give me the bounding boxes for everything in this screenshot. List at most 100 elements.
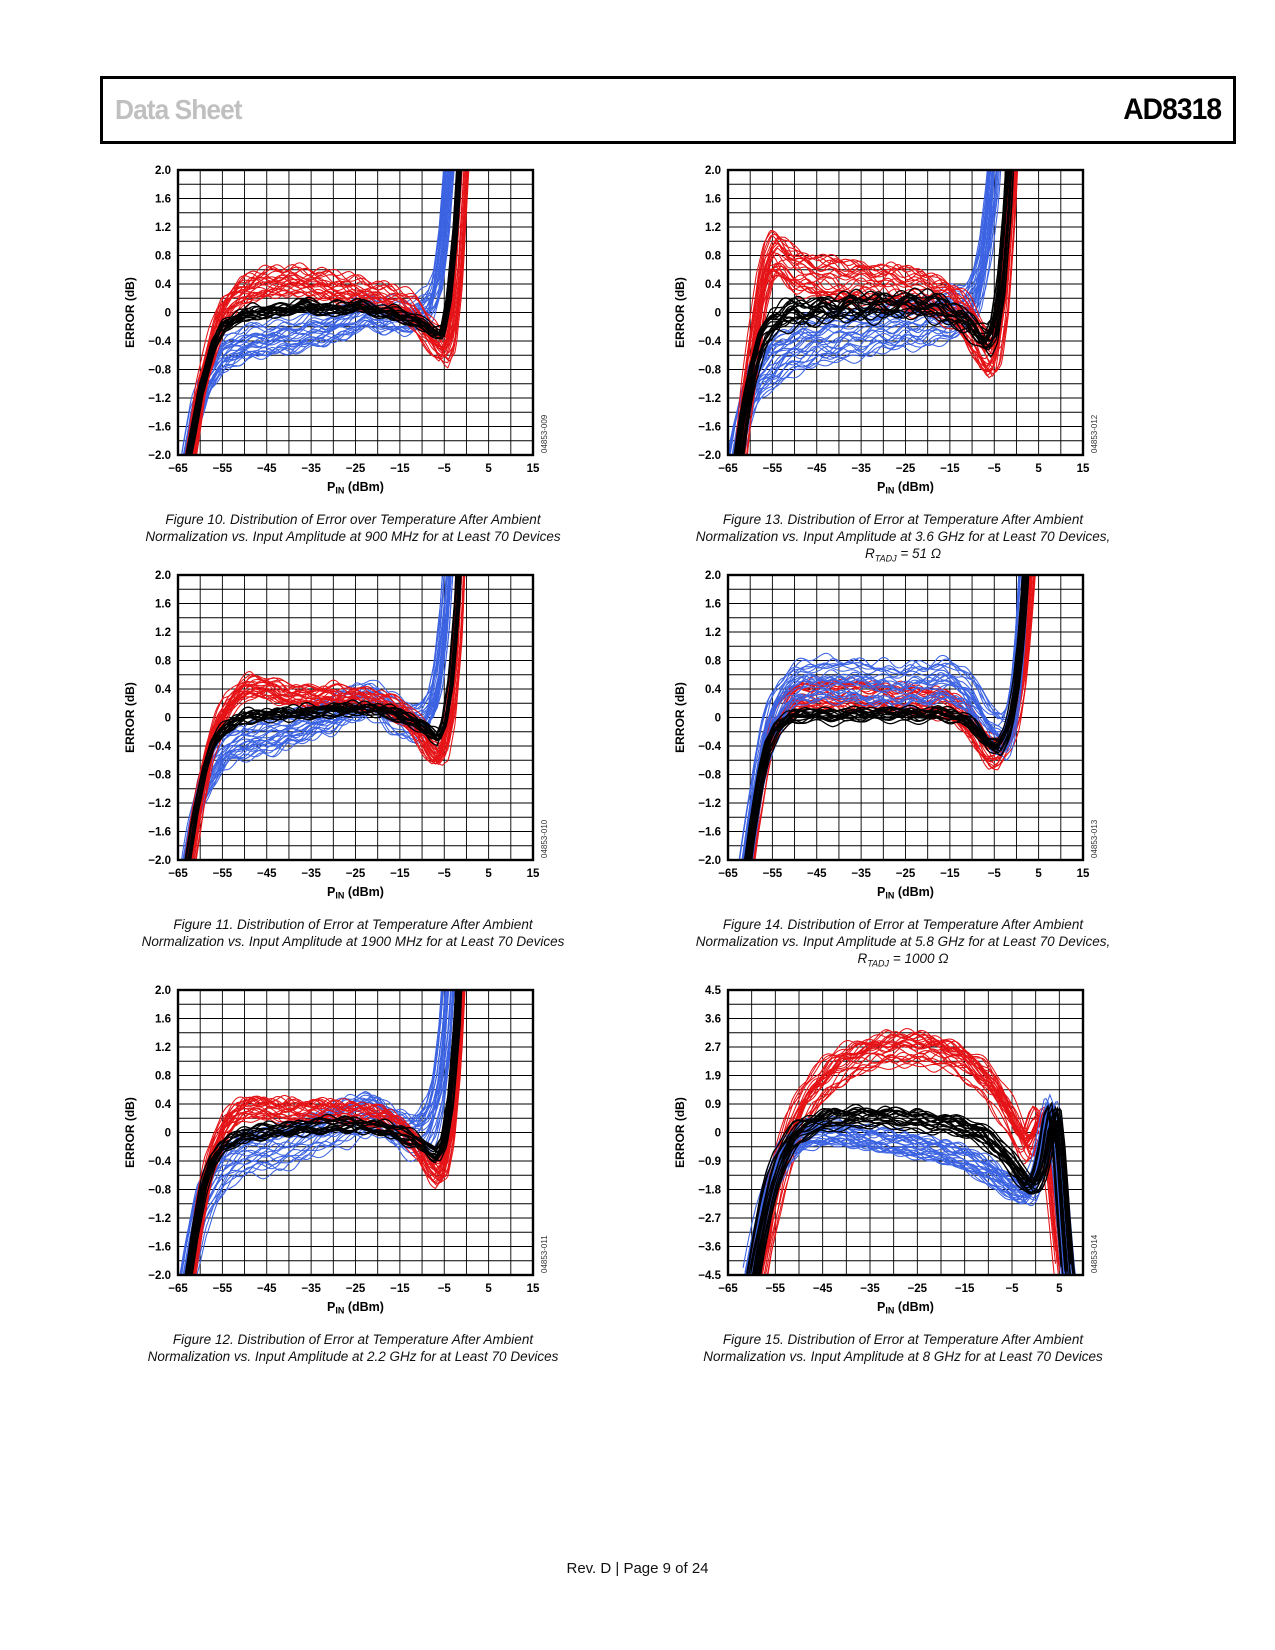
black-trace [756, 1119, 1072, 1275]
y-tick-label: 0 [165, 308, 171, 320]
black-trace [746, 575, 1026, 860]
figure-15-chart: 4.5 3.6 2.7 1.9 0.9 0 −0.9 −1.8 −2.7 −3.6 −4.5−65 −… [673, 985, 1099, 1316]
chart-frame [726, 988, 1085, 1277]
blue-trace [744, 575, 1026, 860]
y-tick-label: 2.0 [155, 570, 171, 582]
chart-traces [180, 170, 470, 455]
y-tick-label: 0 [715, 713, 721, 725]
y-tick-label: −1.6 [698, 422, 721, 434]
part-number: AD8318 [1123, 93, 1222, 126]
blue-trace [744, 575, 1024, 860]
black-trace [741, 170, 1013, 455]
black-trace [187, 575, 459, 860]
y-tick-label: 1.2 [155, 1042, 171, 1054]
blue-trace [748, 1121, 1066, 1275]
x-axis-title: PIN (dBm) [877, 1300, 934, 1316]
red-trace [743, 170, 1017, 455]
red-trace [192, 575, 465, 860]
blue-trace [182, 575, 443, 860]
y-tick-label: 0.4 [705, 279, 722, 291]
blue-trace [747, 1104, 1069, 1275]
x-tick-label: −55 [213, 1283, 233, 1295]
figure-id-watermark: 04853-011 [540, 1235, 549, 1273]
x-axis-title: PIN (dBm) [327, 1300, 384, 1316]
y-tick-label: −0.9 [698, 1156, 721, 1168]
chart-frame [176, 988, 535, 1277]
x-tick-label: −55 [763, 463, 783, 475]
red-trace [751, 575, 1033, 860]
x-tick-label: −15 [940, 463, 960, 475]
figure-10-chart: 2.0 1.6 1.2 0.8 0.4 0 −0.4 −0.8 −1.2 −1.6 −2.0−65 −… [123, 165, 549, 496]
blue-trace [750, 575, 1029, 860]
x-tick-label: 15 [527, 1283, 540, 1295]
y-tick-label: 0 [165, 713, 171, 725]
y-axis-title: ERROR (dB) [123, 277, 137, 348]
red-trace [763, 1048, 1067, 1275]
red-traces [733, 170, 1019, 455]
x-tick-label: −35 [851, 463, 871, 475]
x-tick-label: −25 [346, 868, 366, 880]
black-trace [189, 575, 461, 860]
figure-12-chart: 2.0 1.6 1.2 0.8 0.4 0 −0.4 −0.8 −1.2 −1.6 −2.0−65 −… [123, 985, 549, 1316]
y-tick-label: −3.6 [698, 1242, 721, 1254]
y-tick-label: −0.4 [148, 1156, 171, 1168]
y-tick-label: −2.0 [148, 855, 171, 867]
y-tick-label: 0.4 [155, 279, 172, 291]
x-tick-label: −25 [896, 463, 916, 475]
black-trace [750, 575, 1030, 860]
y-tick-label: −1.6 [698, 827, 721, 839]
x-axis-title: PIN (dBm) [327, 885, 384, 901]
x-tick-label: 5 [1035, 868, 1042, 880]
black-trace [745, 575, 1025, 860]
x-tick-label: −25 [346, 463, 366, 475]
y-tick-label: −2.0 [148, 1270, 171, 1282]
y-tick-label: 2.7 [705, 1042, 721, 1054]
blue-trace [739, 170, 997, 455]
figure-10-block: 2.0 1.6 1.2 0.8 0.4 0 −0.4 −0.8 −1.2 −1.6 −2.0 −65 −… [118, 162, 588, 545]
black-trace [188, 575, 461, 860]
y-tick-label: 1.2 [705, 222, 721, 234]
black-trace [187, 990, 459, 1275]
figure-13-block: 2.0 1.6 1.2 0.8 0.4 0 −0.4 −0.8 −1.2 −1.6 −2.0 −65 −… [668, 162, 1138, 568]
x-tick-label: −15 [390, 1283, 410, 1295]
black-trace [186, 170, 459, 455]
y-tick-label: 0.8 [705, 251, 722, 263]
page-footer: Rev. D | Page 9 of 24 [566, 1560, 709, 1577]
y-tick-label: −0.4 [148, 741, 171, 753]
y-tick-label: −1.2 [698, 393, 721, 405]
y-tick-label: 1.2 [705, 627, 721, 639]
x-tick-label: −55 [763, 868, 783, 880]
caption-line: Figure 11. Distribution of Error at Temp… [173, 917, 533, 932]
caption-rtadj-line: RTADJ = 1000 Ω [857, 951, 949, 969]
x-tick-label: −55 [213, 868, 233, 880]
black-traces [743, 575, 1030, 860]
red-trace [741, 170, 1015, 455]
x-tick-label: −25 [896, 868, 916, 880]
x-tick-label: −55 [213, 463, 233, 475]
y-tick-label: 2.0 [155, 985, 171, 997]
black-trace [737, 170, 1010, 455]
red-trace [753, 575, 1035, 860]
black-trace [188, 575, 459, 860]
x-tick-label: −15 [390, 463, 410, 475]
x-tick-label: −45 [257, 868, 277, 880]
y-tick-label: 2.0 [155, 165, 171, 177]
black-trace [735, 170, 1009, 455]
y-tick-label: 2.0 [705, 570, 721, 582]
chart-traces [179, 990, 466, 1275]
y-tick-label: 0 [715, 308, 721, 320]
y-tick-label: −2.7 [698, 1213, 721, 1225]
y-tick-label: 0.9 [705, 1099, 721, 1111]
y-tick-label: −0.4 [148, 336, 171, 348]
caption-line: Normalization vs. Input Amplitude at 190… [141, 934, 565, 949]
blue-trace [737, 170, 993, 455]
black-trace [188, 990, 461, 1275]
x-tick-label: −65 [718, 1283, 738, 1295]
y-tick-label: 3.6 [705, 1014, 721, 1026]
red-trace [192, 575, 462, 860]
figure-15-caption: Figure 15. Distribution of Error at Temp… [668, 1331, 1138, 1365]
red-trace [736, 170, 1009, 455]
chart-frame [176, 168, 535, 457]
blue-trace [743, 575, 1024, 860]
figure-11-chart: 2.0 1.6 1.2 0.8 0.4 0 −0.4 −0.8 −1.2 −1.6 −2.0−65 −… [123, 570, 549, 901]
